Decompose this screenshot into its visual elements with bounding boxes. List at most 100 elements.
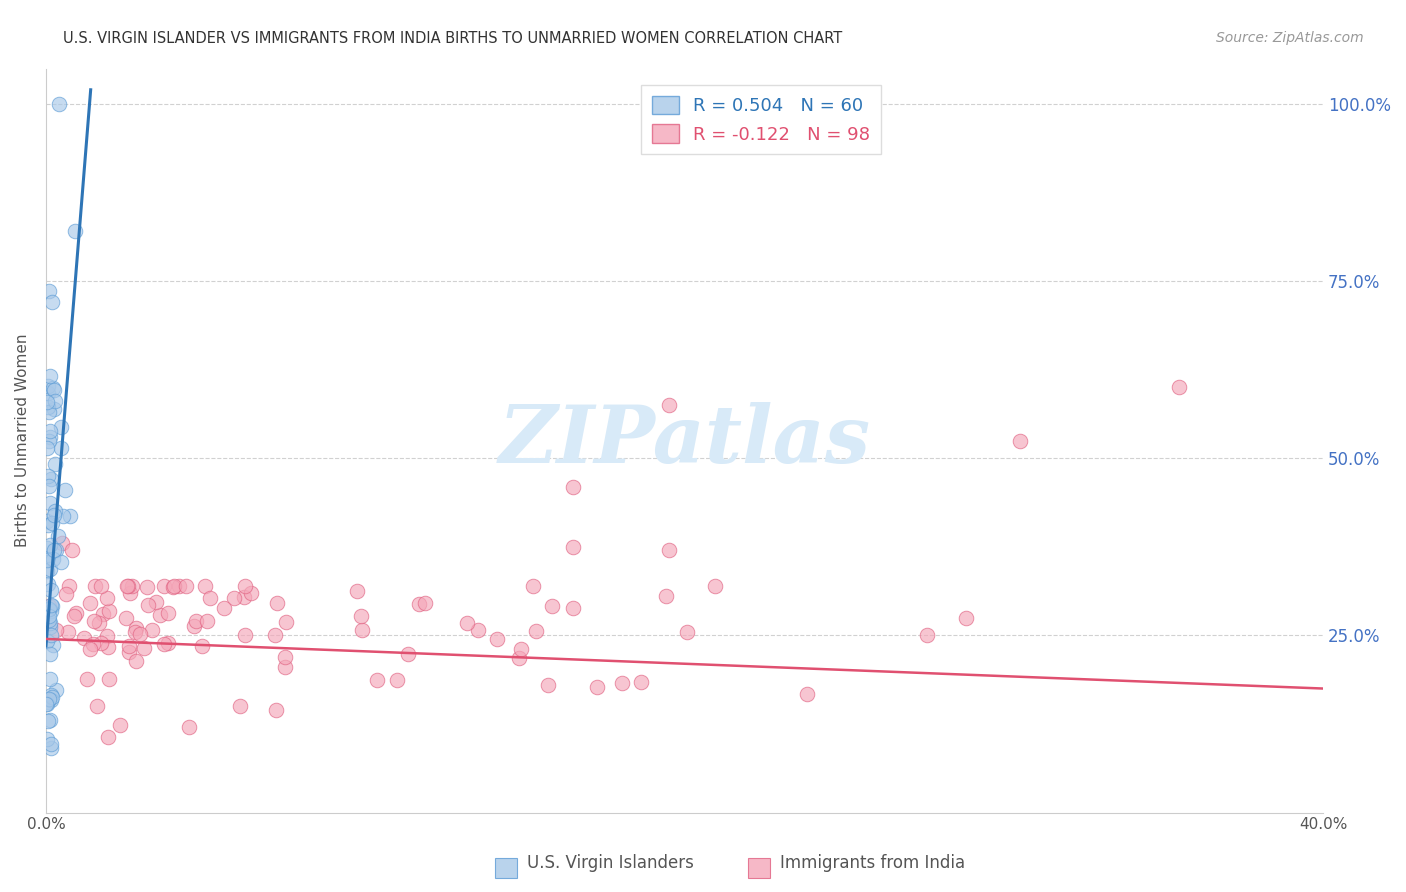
Point: [149, 607, 172, 622]
Point: [37, 553, 59, 567]
Point: [561, 600, 583, 615]
Point: [44, 504, 66, 518]
Bar: [495, 858, 517, 878]
Point: [508, 650, 530, 665]
Point: [44, 394, 66, 409]
Point: [73, 631, 96, 645]
Point: [366, 673, 388, 687]
Text: ZIPatlas: ZIPatlas: [499, 401, 870, 479]
Point: [39, 583, 62, 598]
Point: [152, 637, 174, 651]
Point: [60, 543, 83, 558]
Point: [541, 599, 564, 613]
Point: [38, 672, 60, 686]
Point: [264, 702, 287, 716]
Point: [184, 614, 207, 628]
Point: [121, 579, 143, 593]
Point: [45, 542, 67, 557]
Point: [561, 480, 583, 494]
Point: [39, 628, 62, 642]
Point: [53, 483, 76, 498]
Point: [266, 596, 288, 610]
Point: [82, 637, 104, 651]
Point: [35, 541, 58, 555]
Point: [38, 284, 60, 298]
Point: [37, 576, 59, 591]
Point: [35, 514, 58, 528]
Point: [167, 579, 190, 593]
Point: [90, 579, 112, 593]
Point: [42, 381, 65, 395]
Point: [46, 529, 69, 543]
Point: [41, 688, 63, 702]
Point: [136, 580, 159, 594]
Point: [39, 692, 62, 706]
Point: [115, 579, 138, 593]
Point: [38, 601, 60, 615]
Point: [658, 543, 681, 558]
Point: [37, 400, 59, 414]
Point: [49, 555, 72, 569]
Point: [955, 611, 977, 625]
Point: [224, 591, 246, 606]
Point: [90, 636, 112, 650]
Point: [176, 579, 198, 593]
Point: [183, 619, 205, 633]
Point: [39, 713, 62, 727]
Point: [120, 585, 142, 599]
Point: [153, 579, 176, 593]
Point: [52, 508, 75, 523]
Point: [115, 611, 138, 625]
Point: [51, 419, 73, 434]
Point: [98, 604, 121, 618]
Point: [163, 579, 186, 593]
Point: [233, 579, 256, 593]
Point: [561, 540, 583, 554]
Point: [83, 614, 105, 628]
Point: [537, 678, 560, 692]
Text: Source: ZipAtlas.com: Source: ZipAtlas.com: [1216, 31, 1364, 45]
Point: [191, 639, 214, 653]
Point: [141, 623, 163, 637]
Point: [136, 599, 159, 613]
Point: [118, 639, 141, 653]
Point: [413, 596, 436, 610]
Point: [39, 647, 62, 661]
Point: [55, 586, 77, 600]
Point: [350, 608, 373, 623]
Point: [83, 579, 105, 593]
Point: [41, 690, 63, 704]
Point: [198, 591, 221, 606]
Point: [58, 579, 80, 593]
Point: [38, 404, 60, 418]
Point: [38, 691, 60, 706]
Point: [79, 596, 101, 610]
Point: [42, 508, 65, 523]
Point: [387, 673, 409, 687]
Point: [41, 599, 63, 613]
Point: [38, 434, 60, 449]
Point: [87, 616, 110, 631]
Point: [796, 687, 818, 701]
Point: [42, 552, 65, 566]
Point: [39, 369, 62, 384]
Bar: [748, 858, 770, 878]
Point: [38, 478, 60, 492]
Point: [233, 628, 256, 642]
Text: Immigrants from India: Immigrants from India: [780, 855, 966, 872]
Point: [42, 383, 65, 397]
Point: [915, 628, 938, 642]
Point: [42, 542, 65, 557]
Point: [39, 562, 62, 576]
Point: [45, 683, 67, 698]
Point: [38, 538, 60, 552]
Point: [1168, 380, 1191, 394]
Point: [128, 627, 150, 641]
Point: [79, 641, 101, 656]
Point: [37, 379, 59, 393]
Point: [48, 97, 70, 112]
Point: [467, 623, 489, 637]
Point: [41, 295, 63, 310]
Point: [38, 602, 60, 616]
Point: [51, 536, 73, 550]
